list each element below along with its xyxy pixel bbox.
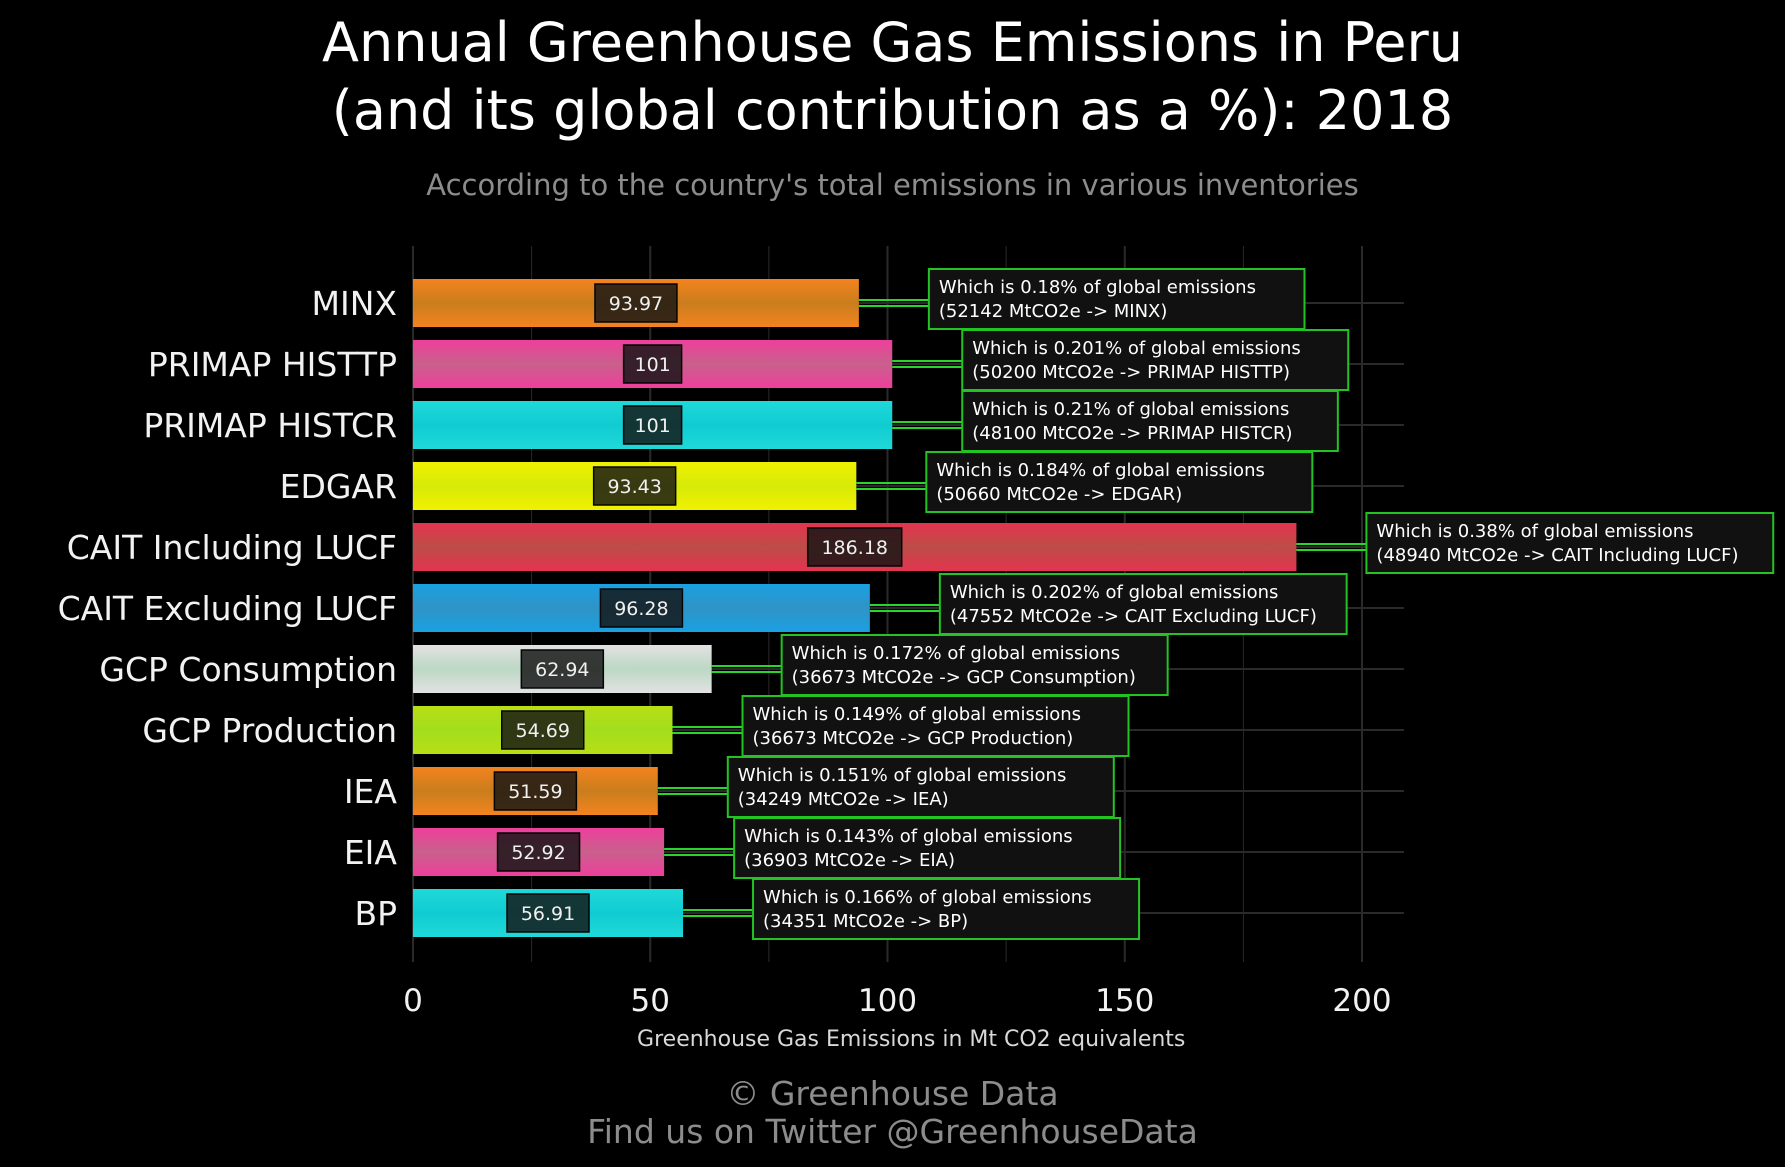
- category-label: CAIT Including LUCF: [67, 528, 397, 567]
- category-label: IEA: [344, 772, 398, 811]
- value-label-box: [594, 283, 678, 323]
- category-label: GCP Consumption: [99, 650, 397, 689]
- value-label-box: [592, 466, 677, 506]
- category-label: EIA: [344, 833, 398, 872]
- x-tick-label: 150: [1095, 983, 1154, 1019]
- annotation-line1: Which is 0.149% of global emissions: [753, 704, 1082, 725]
- annotation-line2: (50200 MtCO2e -> PRIMAP HISTTP): [972, 362, 1290, 383]
- annotation-line1: Which is 0.18% of global emissions: [939, 277, 1256, 298]
- value-label: 56.91: [521, 903, 575, 925]
- category-label: BP: [354, 894, 397, 933]
- annotation-box: [938, 573, 1348, 635]
- value-label: 101: [634, 354, 670, 376]
- value-label: 93.97: [609, 293, 663, 315]
- value-label-box: [506, 893, 590, 933]
- annotation-line1: Which is 0.143% of global emissions: [744, 826, 1073, 847]
- value-label-box: [501, 710, 585, 750]
- annotation-box: [752, 878, 1141, 940]
- category-label: PRIMAP HISTCR: [143, 406, 397, 445]
- annotation-box: [741, 695, 1130, 757]
- chart-subtitle: According to the country's total emissio…: [426, 168, 1359, 202]
- value-label-box: [493, 771, 578, 811]
- annotation-line2: (36673 MtCO2e -> GCP Consumption): [792, 667, 1136, 688]
- annotation-line1: Which is 0.202% of global emissions: [950, 582, 1279, 603]
- x-tick-label: 200: [1332, 983, 1391, 1019]
- value-label: 54.69: [516, 720, 570, 742]
- value-label: 52.92: [511, 842, 565, 864]
- annotation-box: [780, 634, 1169, 696]
- chart-title-line2: (and its global contribution as a %): 20…: [331, 79, 1454, 142]
- annotations: Which is 0.18% of global emissions (52142…: [726, 268, 1775, 940]
- annotation-box: [961, 329, 1350, 391]
- value-label: 101: [634, 415, 670, 437]
- x-axis-title: Greenhouse Gas Emissions in Mt CO2 equiv…: [637, 1027, 1185, 1052]
- chart-title-line1: Annual Greenhouse Gas Emissions in Peru: [322, 11, 1463, 74]
- annotation-line2: (36903 MtCO2e -> EIA): [744, 850, 955, 871]
- value-label-box: [496, 832, 581, 872]
- x-tick-label: 0: [403, 983, 423, 1019]
- annotation-line1: Which is 0.172% of global emissions: [792, 643, 1121, 664]
- annotation-box: [925, 451, 1314, 513]
- value-label-box: [806, 527, 903, 567]
- annotation-line2: (48940 MtCO2e -> CAIT Including LUCF): [1376, 545, 1738, 566]
- bars: 93.97 101 101 93.43 186.18 96.28 62.94 54.69 51.…: [413, 279, 1297, 937]
- annotation-line1: Which is 0.201% of global emissions: [972, 338, 1301, 359]
- value-label-box: [599, 588, 684, 628]
- value-label: 62.94: [535, 659, 589, 681]
- y-axis-labels: MINX PRIMAP HISTTP PRIMAP HISTCR EDGAR CAIT …: [58, 284, 398, 933]
- annotation-box: [733, 817, 1122, 879]
- value-label: 186.18: [821, 537, 887, 559]
- category-label: CAIT Excluding LUCF: [58, 589, 397, 628]
- category-label: MINX: [312, 284, 398, 323]
- annotation-line2: (34249 MtCO2e -> IEA): [738, 789, 949, 810]
- value-label-box: [520, 649, 605, 689]
- footer-twitter: Find us on Twitter @GreenhouseData: [587, 1112, 1198, 1151]
- annotation-line1: Which is 0.151% of global emissions: [738, 765, 1067, 786]
- category-label: PRIMAP HISTTP: [148, 345, 397, 384]
- x-axis: 0 50 100 150 200 Greenhouse Gas Emissions in …: [403, 983, 1391, 1052]
- annotation-box: [961, 390, 1339, 452]
- annotation-line2: (50660 MtCO2e -> EDGAR): [936, 484, 1182, 505]
- annotation-connectors: [657, 299, 1367, 917]
- annotation-line1: Which is 0.184% of global emissions: [936, 460, 1265, 481]
- annotation-line2: (34351 MtCO2e -> BP): [763, 911, 968, 932]
- category-label: EDGAR: [280, 467, 397, 506]
- annotation-line2: (36673 MtCO2e -> GCP Production): [753, 728, 1074, 749]
- annotation-line2: (52142 MtCO2e -> MINX): [939, 301, 1168, 322]
- value-label: 51.59: [508, 781, 562, 803]
- annotation-box: [1365, 512, 1775, 574]
- value-label: 96.28: [614, 598, 668, 620]
- value-label: 93.43: [607, 476, 661, 498]
- category-label: GCP Production: [142, 711, 397, 750]
- value-label-box: [622, 344, 683, 384]
- x-tick-label: 100: [858, 983, 917, 1019]
- annotation-line1: Which is 0.166% of global emissions: [763, 887, 1092, 908]
- value-label-box: [622, 405, 683, 445]
- annotation-line1: Which is 0.38% of global emissions: [1376, 521, 1693, 542]
- x-tick-label: 50: [631, 983, 670, 1019]
- annotation-line2: (47552 MtCO2e -> CAIT Excluding LUCF): [950, 606, 1317, 627]
- annotation-line2: (48100 MtCO2e -> PRIMAP HISTCR): [972, 423, 1292, 444]
- annotation-box: [927, 268, 1306, 330]
- footer-credit: © Greenhouse Data: [726, 1074, 1059, 1113]
- annotation-line1: Which is 0.21% of global emissions: [972, 399, 1289, 420]
